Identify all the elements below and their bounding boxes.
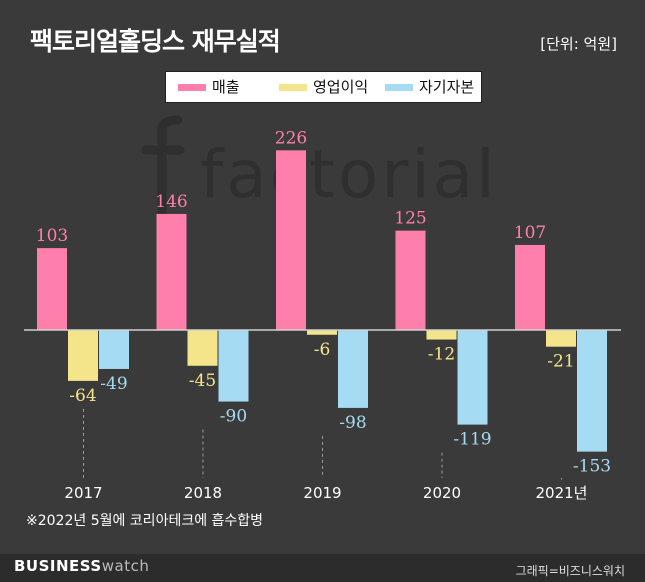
data-label-equity-2020: -119	[453, 430, 491, 450]
data-label-operating-income-2018: -45	[189, 371, 216, 391]
brand-logo-bold: BUSINESS	[14, 557, 102, 575]
graphic-credit: 그래픽=비즈니스워치	[515, 564, 625, 578]
bar-operating-income-2018	[187, 330, 218, 366]
brand-logo: BUSINESSwatch	[14, 557, 149, 575]
watermark-logo: factorial	[141, 115, 497, 219]
unit-label: [단위: 억원]	[540, 35, 617, 53]
bar-equity-2018	[218, 330, 249, 402]
bar-operating-income-2017	[68, 330, 98, 381]
legend-label-equity: 자기자본	[419, 78, 475, 96]
footer-bar	[0, 554, 645, 582]
legend-swatch-sales	[178, 84, 206, 91]
data-label-sales-2021년: 107	[514, 223, 546, 243]
x-tick-label-2017: 2017	[64, 484, 102, 502]
data-label-equity-2018: -90	[220, 407, 247, 427]
data-label-operating-income-2017: -64	[69, 386, 96, 406]
svg-text:factorial: factorial	[200, 136, 497, 213]
bar-operating-income-2020	[426, 330, 457, 340]
x-tick-label-2021년: 2021년	[536, 484, 588, 502]
bar-equity-2020	[457, 330, 488, 425]
data-label-sales-2017: 103	[36, 226, 68, 246]
data-label-sales-2019: 226	[275, 128, 307, 148]
bar-equity-2017	[99, 330, 129, 369]
x-tick-label-2019: 2019	[303, 484, 341, 502]
bar-sales-2021년	[515, 244, 545, 330]
bar-chart: factorial 103 -64-49 146 -45-90 226 -6 -98 125 -…	[24, 115, 621, 502]
bar-equity-2019	[338, 330, 368, 408]
footnote: ※2022년 5월에 코리아테크에 흡수합병	[26, 513, 264, 529]
data-label-operating-income-2021년: -21	[547, 352, 574, 372]
data-label-equity-2017: -49	[100, 374, 127, 394]
legend: 매출 영업이익 자기자본	[165, 71, 482, 103]
legend-swatch-operating-income	[279, 84, 307, 91]
x-tick-label-2018: 2018	[184, 484, 222, 502]
data-label-equity-2021년: -153	[573, 457, 611, 477]
data-label-sales-2018: 146	[155, 192, 187, 212]
bar-sales-2017	[37, 248, 67, 330]
data-label-equity-2019: -98	[339, 413, 366, 433]
legend-label-operating-income: 영업이익	[313, 78, 369, 96]
bar-operating-income-2019	[307, 330, 337, 335]
bar-sales-2020	[395, 230, 426, 330]
bar-operating-income-2021년	[546, 330, 576, 347]
chart-title: 팩토리얼홀딩스 재무실적	[30, 27, 281, 56]
legend-label-sales: 매출	[212, 78, 240, 96]
x-tick-label-2020: 2020	[423, 484, 461, 502]
legend-swatch-equity	[385, 84, 413, 91]
data-label-operating-income-2020: -12	[428, 345, 455, 365]
data-label-operating-income-2019: -6	[314, 340, 331, 360]
data-label-sales-2020: 125	[394, 209, 426, 229]
bar-equity-2021년	[577, 330, 607, 452]
bar-sales-2018	[156, 213, 187, 330]
bar-sales-2019	[276, 150, 306, 330]
brand-logo-light: watch	[101, 557, 150, 575]
